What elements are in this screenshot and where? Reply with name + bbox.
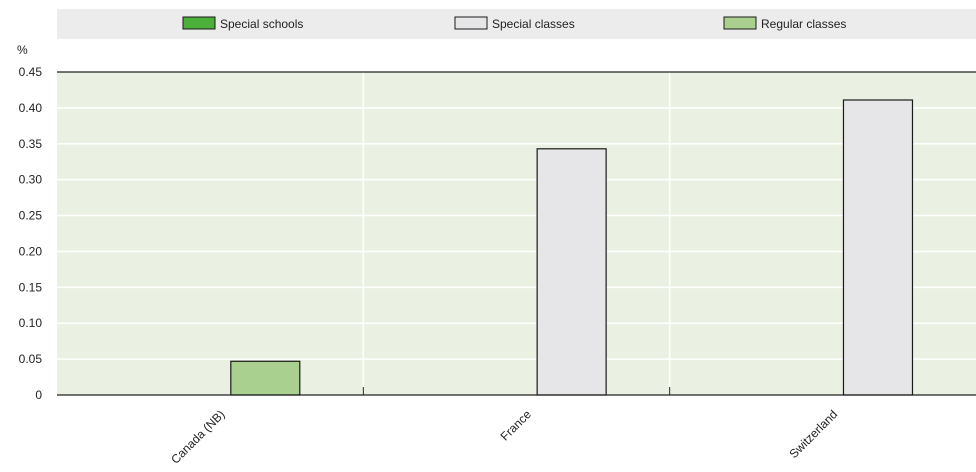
bars (230, 99, 914, 396)
gridlines (57, 72, 976, 395)
legend-label: Regular classes (761, 17, 846, 31)
y-tick-label: 0.45 (19, 65, 43, 79)
y-tick-label: 0.40 (19, 101, 43, 115)
x-category-label: Switzerland (787, 407, 841, 461)
axes (57, 71, 976, 396)
y-tick-label: 0.10 (19, 316, 43, 330)
y-tick-label: 0.05 (19, 352, 43, 366)
y-tick-labels: 0 0.05 0.10 0.15 0.20 0.25 0.30 0.35 0.40 0.45 (19, 65, 43, 402)
y-tick-label: 0.25 (19, 209, 43, 223)
y-tick-label: 0.20 (19, 244, 43, 258)
x-tick-labels: Canada (NB) France Switzerland (168, 407, 840, 467)
legend-swatch (454, 16, 488, 30)
bar-special-classes (536, 148, 607, 396)
legend-swatch (182, 16, 216, 30)
x-category-label: France (498, 407, 535, 444)
y-tick-label: 0.35 (19, 137, 43, 151)
legend-label: Special schools (220, 17, 303, 31)
y-tick-label: 0.15 (19, 280, 43, 294)
x-category-label: Canada (NB) (168, 407, 227, 466)
y-tick-label: 0 (35, 388, 42, 402)
bar-regular-classes (230, 360, 301, 396)
y-axis-unit-label: % (17, 43, 28, 57)
y-tick-label: 0.30 (19, 173, 43, 187)
legend-swatch (723, 16, 757, 30)
legend: Special schools Special classes Regular cl… (182, 16, 846, 31)
bar-special-classes (842, 99, 914, 396)
legend-label: Special classes (492, 17, 575, 31)
plot-area (57, 72, 976, 395)
